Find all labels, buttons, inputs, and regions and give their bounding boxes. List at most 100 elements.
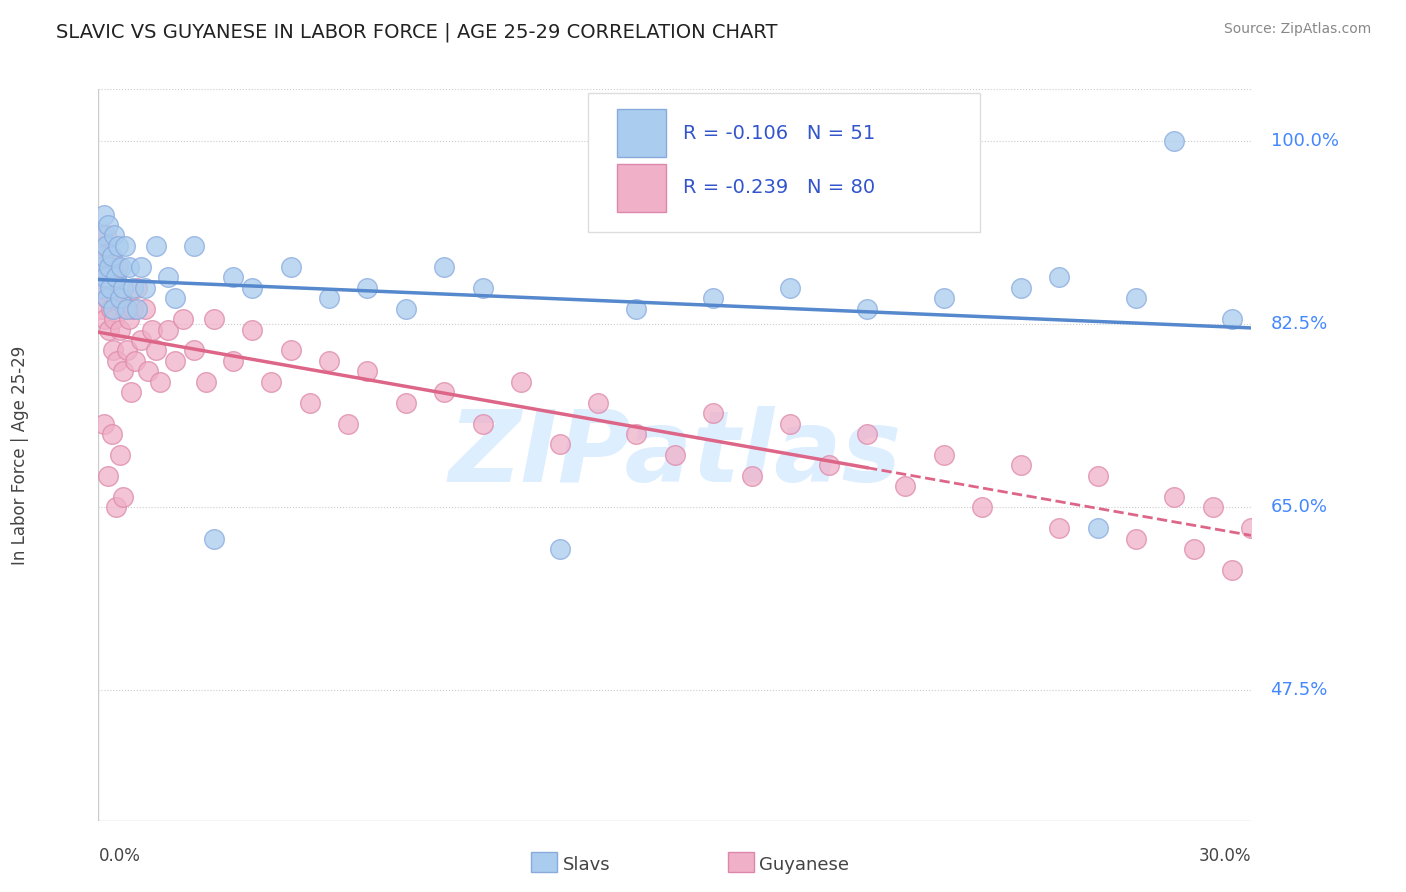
- Point: [356, 364, 378, 378]
- Point: [122, 301, 145, 316]
- Point: [1220, 563, 1243, 577]
- Point: [112, 281, 135, 295]
- Point: [433, 385, 456, 400]
- Point: [932, 291, 955, 305]
- Point: [195, 375, 218, 389]
- Point: [93, 260, 115, 274]
- Point: [93, 208, 115, 222]
- Point: [165, 291, 187, 305]
- Point: [626, 301, 648, 316]
- Point: [90, 301, 112, 316]
- Point: [141, 322, 163, 336]
- Point: [118, 312, 141, 326]
- Text: R = -0.239   N = 80: R = -0.239 N = 80: [683, 178, 875, 197]
- Text: 100.0%: 100.0%: [1271, 132, 1339, 151]
- Point: [222, 354, 245, 368]
- Point: [548, 437, 571, 451]
- Point: [98, 260, 121, 274]
- Point: [118, 260, 141, 274]
- Point: [626, 427, 648, 442]
- Point: [356, 281, 378, 295]
- Point: [183, 239, 205, 253]
- Point: [1182, 541, 1205, 556]
- Point: [702, 291, 724, 305]
- Point: [89, 270, 111, 285]
- Point: [98, 322, 121, 336]
- Point: [165, 354, 187, 368]
- Point: [108, 322, 131, 336]
- Point: [101, 427, 124, 442]
- Point: [156, 270, 179, 285]
- Point: [664, 448, 686, 462]
- Point: [94, 239, 117, 253]
- Point: [90, 281, 112, 295]
- Point: [1125, 532, 1147, 546]
- Point: [104, 270, 127, 285]
- FancyBboxPatch shape: [617, 110, 665, 157]
- Point: [97, 468, 120, 483]
- Point: [156, 322, 179, 336]
- Point: [96, 291, 118, 305]
- Point: [94, 312, 117, 326]
- Point: [702, 406, 724, 420]
- Point: [145, 239, 167, 253]
- Point: [1010, 458, 1032, 473]
- Point: [318, 291, 340, 305]
- Point: [134, 301, 156, 316]
- Point: [108, 291, 131, 305]
- Point: [97, 270, 120, 285]
- Point: [125, 301, 148, 316]
- Point: [103, 228, 125, 243]
- Point: [741, 468, 763, 483]
- Point: [107, 260, 129, 274]
- Text: In Labor Force | Age 25-29: In Labor Force | Age 25-29: [11, 345, 30, 565]
- Point: [114, 301, 136, 316]
- Point: [183, 343, 205, 358]
- Point: [260, 375, 283, 389]
- Point: [240, 322, 263, 336]
- Point: [105, 354, 128, 368]
- Point: [1202, 500, 1225, 515]
- Point: [101, 301, 124, 316]
- Text: SLAVIC VS GUYANESE IN LABOR FORCE | AGE 25-29 CORRELATION CHART: SLAVIC VS GUYANESE IN LABOR FORCE | AGE …: [56, 22, 778, 42]
- Point: [586, 395, 609, 409]
- Point: [94, 228, 117, 243]
- Point: [298, 395, 321, 409]
- Point: [103, 312, 125, 326]
- Point: [972, 500, 994, 515]
- Point: [856, 301, 879, 316]
- Point: [1047, 270, 1070, 285]
- Point: [101, 281, 124, 295]
- Text: 47.5%: 47.5%: [1271, 681, 1327, 699]
- Point: [1087, 468, 1109, 483]
- Point: [110, 291, 132, 305]
- Point: [98, 249, 121, 263]
- Point: [1087, 521, 1109, 535]
- Point: [112, 364, 135, 378]
- FancyBboxPatch shape: [617, 164, 665, 211]
- Point: [96, 291, 118, 305]
- Point: [93, 417, 115, 431]
- Point: [94, 270, 117, 285]
- Point: [1163, 135, 1185, 149]
- Point: [395, 301, 418, 316]
- Text: ZIPatlas: ZIPatlas: [449, 407, 901, 503]
- Point: [129, 333, 152, 347]
- Point: [134, 281, 156, 295]
- FancyBboxPatch shape: [588, 93, 980, 232]
- Point: [1240, 521, 1263, 535]
- Point: [91, 249, 114, 263]
- Point: [1220, 312, 1243, 326]
- Text: 65.0%: 65.0%: [1271, 498, 1327, 516]
- Point: [91, 228, 114, 243]
- Text: 82.5%: 82.5%: [1271, 315, 1327, 334]
- Point: [89, 260, 111, 274]
- Text: Guyanese: Guyanese: [759, 856, 849, 874]
- Point: [1163, 490, 1185, 504]
- Point: [510, 375, 533, 389]
- Point: [112, 490, 135, 504]
- Point: [202, 532, 225, 546]
- Text: 30.0%: 30.0%: [1199, 847, 1251, 864]
- Point: [894, 479, 917, 493]
- Point: [125, 281, 148, 295]
